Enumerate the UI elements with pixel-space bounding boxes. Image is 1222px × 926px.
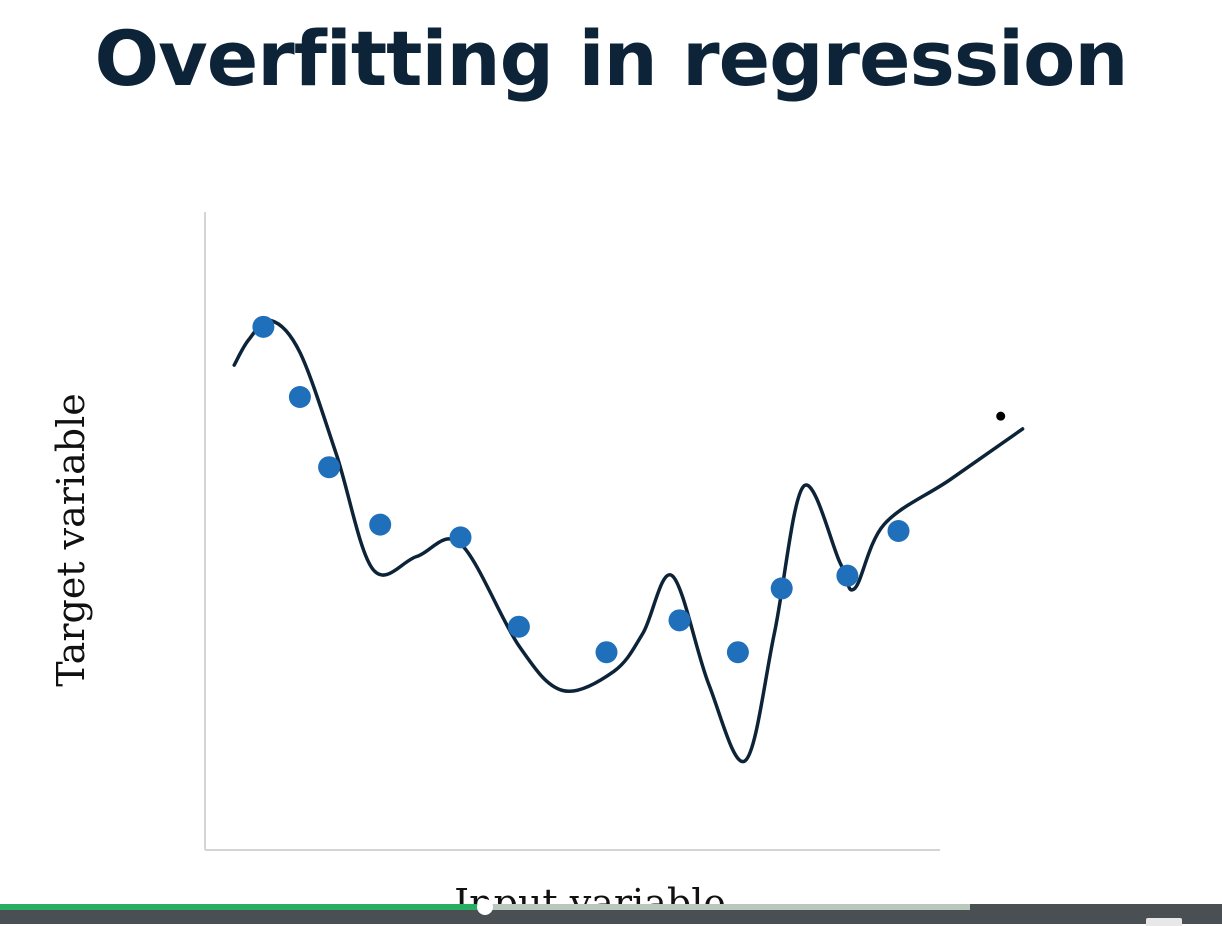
data-point-10 bbox=[770, 577, 793, 600]
data-point-1 bbox=[252, 315, 275, 338]
data-point-8 bbox=[668, 609, 691, 632]
progress-played bbox=[0, 904, 485, 910]
overfit-curve bbox=[232, 318, 1025, 764]
data-point-6 bbox=[507, 615, 530, 638]
overfitting-chart: Target variable Input variable bbox=[49, 212, 1025, 904]
data-point-7 bbox=[595, 641, 618, 664]
data-point-2 bbox=[288, 386, 311, 409]
annotation-dot-1 bbox=[996, 411, 1006, 421]
slide-title: Overfitting in regression bbox=[94, 14, 1129, 103]
progress-track[interactable] bbox=[0, 899, 970, 915]
video-control-bar[interactable] bbox=[0, 899, 1222, 926]
data-point-9 bbox=[726, 641, 749, 664]
data-point-3 bbox=[318, 456, 341, 479]
data-point-4 bbox=[369, 513, 392, 536]
x-axis-label: Input variable bbox=[454, 881, 726, 904]
data-point-5 bbox=[449, 526, 472, 549]
y-axis-label: Target variable bbox=[49, 393, 93, 686]
progress-scrubber-handle[interactable] bbox=[477, 899, 493, 915]
data-point-11 bbox=[836, 564, 859, 587]
fullscreen-icon[interactable] bbox=[1146, 918, 1182, 926]
data-point-12 bbox=[887, 520, 910, 542]
